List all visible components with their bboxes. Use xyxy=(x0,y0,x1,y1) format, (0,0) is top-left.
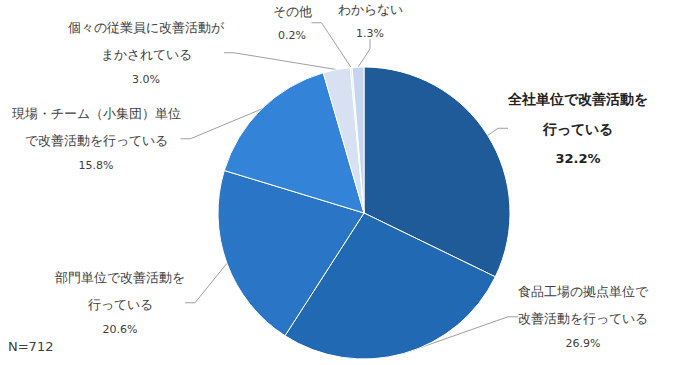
svg-text:改善活動を行っている: 改善活動を行っている xyxy=(518,311,648,326)
svg-text:で改善活動を行っている: で改善活動を行っている xyxy=(25,133,168,148)
svg-text:32.2%: 32.2% xyxy=(555,151,600,166)
svg-text:26.9%: 26.9% xyxy=(566,337,601,350)
svg-text:0.2%: 0.2% xyxy=(278,29,306,42)
svg-text:部門単位で改善活動を: 部門単位で改善活動を xyxy=(55,270,185,285)
svg-text:まかされている: まかされている xyxy=(101,47,192,62)
svg-text:その他: その他 xyxy=(273,4,312,19)
svg-text:3.0%: 3.0% xyxy=(132,73,160,86)
svg-text:個々の従業員に改善活動が: 個々の従業員に改善活動が xyxy=(68,20,225,35)
svg-text:現場・チーム（小集団）単位: 現場・チーム（小集団）単位 xyxy=(12,106,181,121)
svg-text:1.3%: 1.3% xyxy=(356,27,384,40)
svg-text:行っている: 行っている xyxy=(88,297,153,312)
svg-text:全社単位で改善活動を: 全社単位で改善活動を xyxy=(507,91,648,107)
svg-text:わからない: わからない xyxy=(338,2,403,17)
svg-text:食品工場の拠点単位で: 食品工場の拠点単位で xyxy=(518,284,649,299)
svg-text:15.8%: 15.8% xyxy=(79,159,114,172)
svg-text:20.6%: 20.6% xyxy=(103,323,138,336)
svg-text:N=712: N=712 xyxy=(8,339,53,354)
svg-text:行っている: 行っている xyxy=(542,121,613,137)
